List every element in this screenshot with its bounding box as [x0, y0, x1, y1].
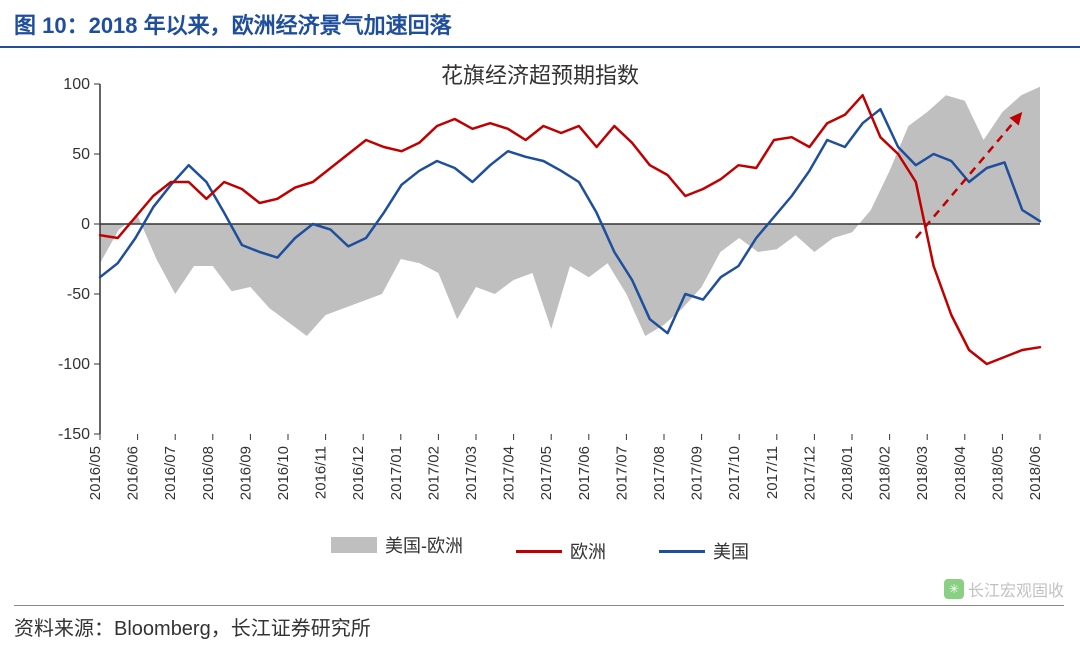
chart-container: 花旗经济超预期指数 -150-100-500501002016/052016/0…: [30, 54, 1050, 564]
svg-text:2016/08: 2016/08: [200, 446, 217, 500]
legend: 美国-欧洲 欧洲 美国: [30, 532, 1050, 565]
svg-text:2018/03: 2018/03: [914, 446, 931, 500]
legend-item-europe: 欧洲: [516, 538, 606, 564]
svg-text:2017/11: 2017/11: [764, 446, 781, 499]
watermark-text: 长江宏观固收: [968, 577, 1064, 601]
svg-text:2016/10: 2016/10: [275, 446, 292, 500]
svg-text:2017/02: 2017/02: [425, 446, 442, 500]
svg-text:100: 100: [63, 76, 90, 93]
svg-text:2017/03: 2017/03: [463, 446, 480, 500]
svg-text:2016/09: 2016/09: [237, 446, 254, 500]
svg-text:2018/05: 2018/05: [989, 446, 1006, 500]
svg-text:2017/01: 2017/01: [388, 446, 405, 500]
svg-text:0: 0: [81, 216, 90, 233]
svg-text:2018/06: 2018/06: [1027, 446, 1044, 500]
svg-text:2018/04: 2018/04: [952, 446, 969, 500]
svg-text:2018/02: 2018/02: [877, 446, 894, 500]
svg-text:2017/08: 2017/08: [651, 446, 668, 500]
wechat-icon: ✳: [944, 579, 964, 599]
svg-text:-150: -150: [58, 426, 90, 443]
svg-text:2016/06: 2016/06: [125, 446, 142, 500]
svg-text:-50: -50: [67, 286, 90, 303]
svg-text:2017/07: 2017/07: [613, 446, 630, 500]
legend-label-us: 美国: [713, 538, 749, 564]
legend-label-europe: 欧洲: [570, 538, 606, 564]
svg-text:50: 50: [72, 146, 90, 163]
svg-text:2017/04: 2017/04: [501, 446, 518, 500]
svg-text:2017/09: 2017/09: [689, 446, 706, 500]
figure-title: 图 10：2018 年以来，欧洲经济景气加速回落: [0, 0, 1080, 48]
svg-text:-100: -100: [58, 356, 90, 373]
svg-text:2018/01: 2018/01: [839, 446, 856, 500]
watermark: ✳ 长江宏观固收: [944, 577, 1064, 601]
svg-text:2016/12: 2016/12: [350, 446, 367, 500]
svg-text:2016/07: 2016/07: [162, 446, 179, 500]
svg-text:2017/05: 2017/05: [538, 446, 555, 500]
svg-text:2016/11: 2016/11: [313, 446, 330, 499]
svg-text:2017/10: 2017/10: [726, 446, 743, 500]
legend-item-us: 美国: [659, 538, 749, 564]
source-line: 资料来源：Bloomberg，长江证券研究所: [14, 605, 1064, 641]
svg-text:2017/12: 2017/12: [801, 446, 818, 500]
legend-swatch-area: [331, 537, 377, 553]
legend-item-area: 美国-欧洲: [331, 532, 463, 558]
chart-svg: -150 -100 -50 0 50 100 2016/05 2016/06 2016/07 20…: [30, 54, 1050, 564]
svg-text:2016/05: 2016/05: [87, 446, 104, 500]
legend-swatch-us: [659, 550, 705, 553]
legend-label-area: 美国-欧洲: [385, 532, 463, 558]
legend-swatch-europe: [516, 550, 562, 553]
svg-text:2017/06: 2017/06: [576, 446, 593, 500]
